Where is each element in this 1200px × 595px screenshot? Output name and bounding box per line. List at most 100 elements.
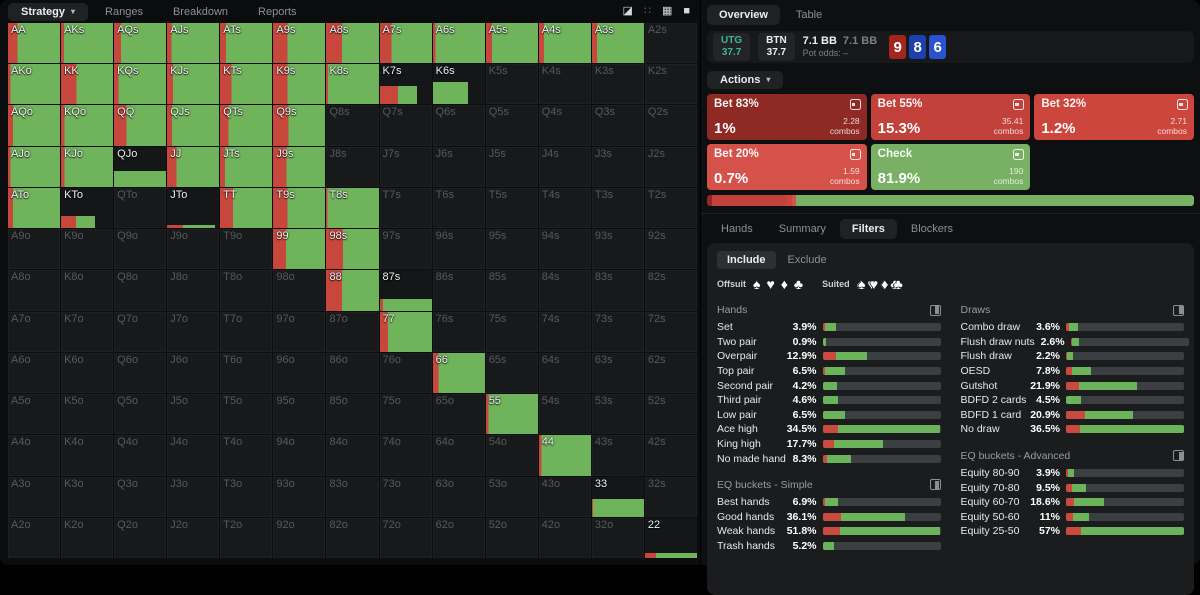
grid-cell-93s[interactable]: 93s	[591, 229, 644, 270]
grid-cell-AQo[interactable]: AQo	[8, 105, 61, 146]
grid-cell-A3o[interactable]: A3o	[8, 476, 61, 517]
grid-cell-K5s[interactable]: K5s	[485, 64, 538, 105]
grid-cell-JJ[interactable]: JJ	[167, 146, 220, 187]
grid-view-icon[interactable]: ▦	[661, 5, 673, 17]
grid-cell-65o[interactable]: 65o	[432, 394, 485, 435]
grid-cell-98s[interactable]: 98s	[326, 229, 379, 270]
grid-cell-Q8o[interactable]: Q8o	[114, 270, 167, 311]
grid-cell-K2o[interactable]: K2o	[61, 517, 114, 558]
tab-blockers[interactable]: Blockers	[910, 223, 954, 235]
grid-cell-75s[interactable]: 75s	[485, 311, 538, 352]
grid-cell-A2s[interactable]: A2s	[644, 23, 697, 64]
grid-cell-A7o[interactable]: A7o	[8, 311, 61, 352]
stat-row-equity-80-90[interactable]: Equity 80-90 3.9%	[961, 466, 1184, 481]
grid-cell-QTo[interactable]: QTo	[114, 187, 167, 229]
grid-cell-43s[interactable]: 43s	[591, 435, 644, 476]
grid-cell-A2o[interactable]: A2o	[8, 517, 61, 558]
grid-cell-A8s[interactable]: A8s	[326, 23, 379, 64]
grid-cell-A9s[interactable]: A9s	[273, 23, 326, 64]
grid-cell-AKo[interactable]: AKo	[8, 64, 61, 105]
grid-cell-K9s[interactable]: K9s	[273, 64, 326, 105]
grid-cell-72o[interactable]: 72o	[379, 517, 432, 558]
grid-cell-44[interactable]: 44	[538, 435, 591, 476]
grid-cell-94o[interactable]: 94o	[273, 435, 326, 476]
grid-cell-94s[interactable]: 94s	[538, 229, 591, 270]
grid-cell-84s[interactable]: 84s	[538, 270, 591, 311]
grid-cell-K4s[interactable]: K4s	[538, 64, 591, 105]
grid-cell-22[interactable]: 22	[644, 517, 697, 558]
stat-row-bdfd-2-cards[interactable]: BDFD 2 cards 4.5%	[961, 393, 1184, 408]
stat-row-trash-hands[interactable]: Trash hands 5.2%	[717, 539, 941, 554]
grid-cell-A8o[interactable]: A8o	[8, 270, 61, 311]
stat-row-bdfd-1-card[interactable]: BDFD 1 card 20.9%	[961, 408, 1184, 423]
expand-range-icon[interactable]	[849, 99, 861, 110]
actions-dropdown[interactable]: Actions ▾	[707, 71, 784, 89]
column-toggle-icon[interactable]	[1173, 450, 1184, 462]
grid-cell-J5o[interactable]: J5o	[167, 394, 220, 435]
stat-row-combo-draw[interactable]: Combo draw 3.6%	[961, 320, 1184, 335]
expand-range-icon[interactable]	[1177, 99, 1188, 110]
grid-cell-76o[interactable]: 76o	[379, 352, 432, 394]
grid-cell-86s[interactable]: 86s	[432, 270, 485, 311]
stat-row-equity-50-60[interactable]: Equity 50-60 11%	[961, 510, 1184, 525]
stat-row-ace-high[interactable]: Ace high 34.5%	[717, 422, 941, 437]
heart-icon[interactable]: ♥	[766, 276, 775, 292]
grid-cell-86o[interactable]: 86o	[326, 352, 379, 394]
grid-cell-Q4s[interactable]: Q4s	[538, 105, 591, 146]
menu-item-ranges[interactable]: Ranges	[92, 3, 156, 21]
stat-row-top-pair[interactable]: Top pair 6.5%	[717, 364, 941, 379]
grid-cell-KTo[interactable]: KTo	[61, 187, 114, 229]
grid-cell-Q3o[interactable]: Q3o	[114, 476, 167, 517]
grid-cell-QQ[interactable]: QQ	[114, 105, 167, 146]
grid-cell-J2o[interactable]: J2o	[167, 517, 220, 558]
grid-cell-J6s[interactable]: J6s	[432, 146, 485, 187]
grid-cell-93o[interactable]: 93o	[273, 476, 326, 517]
grid-cell-83o[interactable]: 83o	[326, 476, 379, 517]
grid-cell-95s[interactable]: 95s	[485, 229, 538, 270]
grid-cell-73o[interactable]: 73o	[379, 476, 432, 517]
grid-cell-K2s[interactable]: K2s	[644, 64, 697, 105]
grid-cell-Q8s[interactable]: Q8s	[326, 105, 379, 146]
grid-cell-A6o[interactable]: A6o	[8, 352, 61, 394]
action-button-bet-55-[interactable]: Bet 55% 15.3% 35.41 combos	[870, 94, 1031, 140]
grid-cell-55[interactable]: 55	[485, 394, 538, 435]
dots-grid-icon[interactable]: ∷	[643, 5, 651, 17]
suited-diamond-icon[interactable]: ♦ ♦	[880, 277, 888, 291]
tab-summary[interactable]: Summary	[778, 223, 826, 235]
grid-cell-K8o[interactable]: K8o	[61, 270, 114, 311]
grid-cell-T5s[interactable]: T5s	[485, 187, 538, 229]
grid-cell-Q4o[interactable]: Q4o	[114, 435, 167, 476]
grid-cell-A3s[interactable]: A3s	[591, 23, 644, 64]
stat-row-two-pair[interactable]: Two pair 0.9%	[717, 335, 941, 350]
stat-row-no-draw[interactable]: No draw 36.5%	[961, 422, 1184, 437]
expand-range-icon[interactable]	[1013, 149, 1025, 160]
grid-cell-A5o[interactable]: A5o	[8, 394, 61, 435]
stat-row-overpair[interactable]: Overpair 12.9%	[717, 349, 941, 364]
grid-cell-88[interactable]: 88	[326, 270, 379, 311]
grid-cell-87s[interactable]: 87s	[379, 270, 432, 311]
grid-cell-Q7s[interactable]: Q7s	[379, 105, 432, 146]
grid-cell-64s[interactable]: 64s	[538, 352, 591, 394]
grid-cell-74s[interactable]: 74s	[538, 311, 591, 352]
grid-cell-Q5o[interactable]: Q5o	[114, 394, 167, 435]
grid-cell-A9o[interactable]: A9o	[8, 229, 61, 270]
diamond-icon[interactable]: ♦	[780, 276, 788, 292]
grid-cell-KQo[interactable]: KQo	[61, 105, 114, 146]
grid-cell-J9s[interactable]: J9s	[273, 146, 326, 187]
grid-cell-J3o[interactable]: J3o	[167, 476, 220, 517]
grid-cell-77[interactable]: 77	[379, 311, 432, 352]
spade-icon[interactable]: ♠	[753, 276, 761, 292]
grid-cell-62s[interactable]: 62s	[644, 352, 697, 394]
menu-item-reports[interactable]: Reports	[245, 3, 310, 21]
grid-cell-J8s[interactable]: J8s	[326, 146, 379, 187]
grid-cell-85o[interactable]: 85o	[326, 394, 379, 435]
grid-cell-92s[interactable]: 92s	[644, 229, 697, 270]
stat-row-no-made-hand[interactable]: No made hand 8.3%	[717, 451, 941, 466]
grid-cell-Q6o[interactable]: Q6o	[114, 352, 167, 394]
grid-cell-96o[interactable]: 96o	[273, 352, 326, 394]
stat-row-low-pair[interactable]: Low pair 6.5%	[717, 408, 941, 423]
grid-cell-KJs[interactable]: KJs	[167, 64, 220, 105]
grid-cell-T6s[interactable]: T6s	[432, 187, 485, 229]
grid-cell-A4o[interactable]: A4o	[8, 435, 61, 476]
stat-row-good-hands[interactable]: Good hands 36.1%	[717, 510, 941, 525]
